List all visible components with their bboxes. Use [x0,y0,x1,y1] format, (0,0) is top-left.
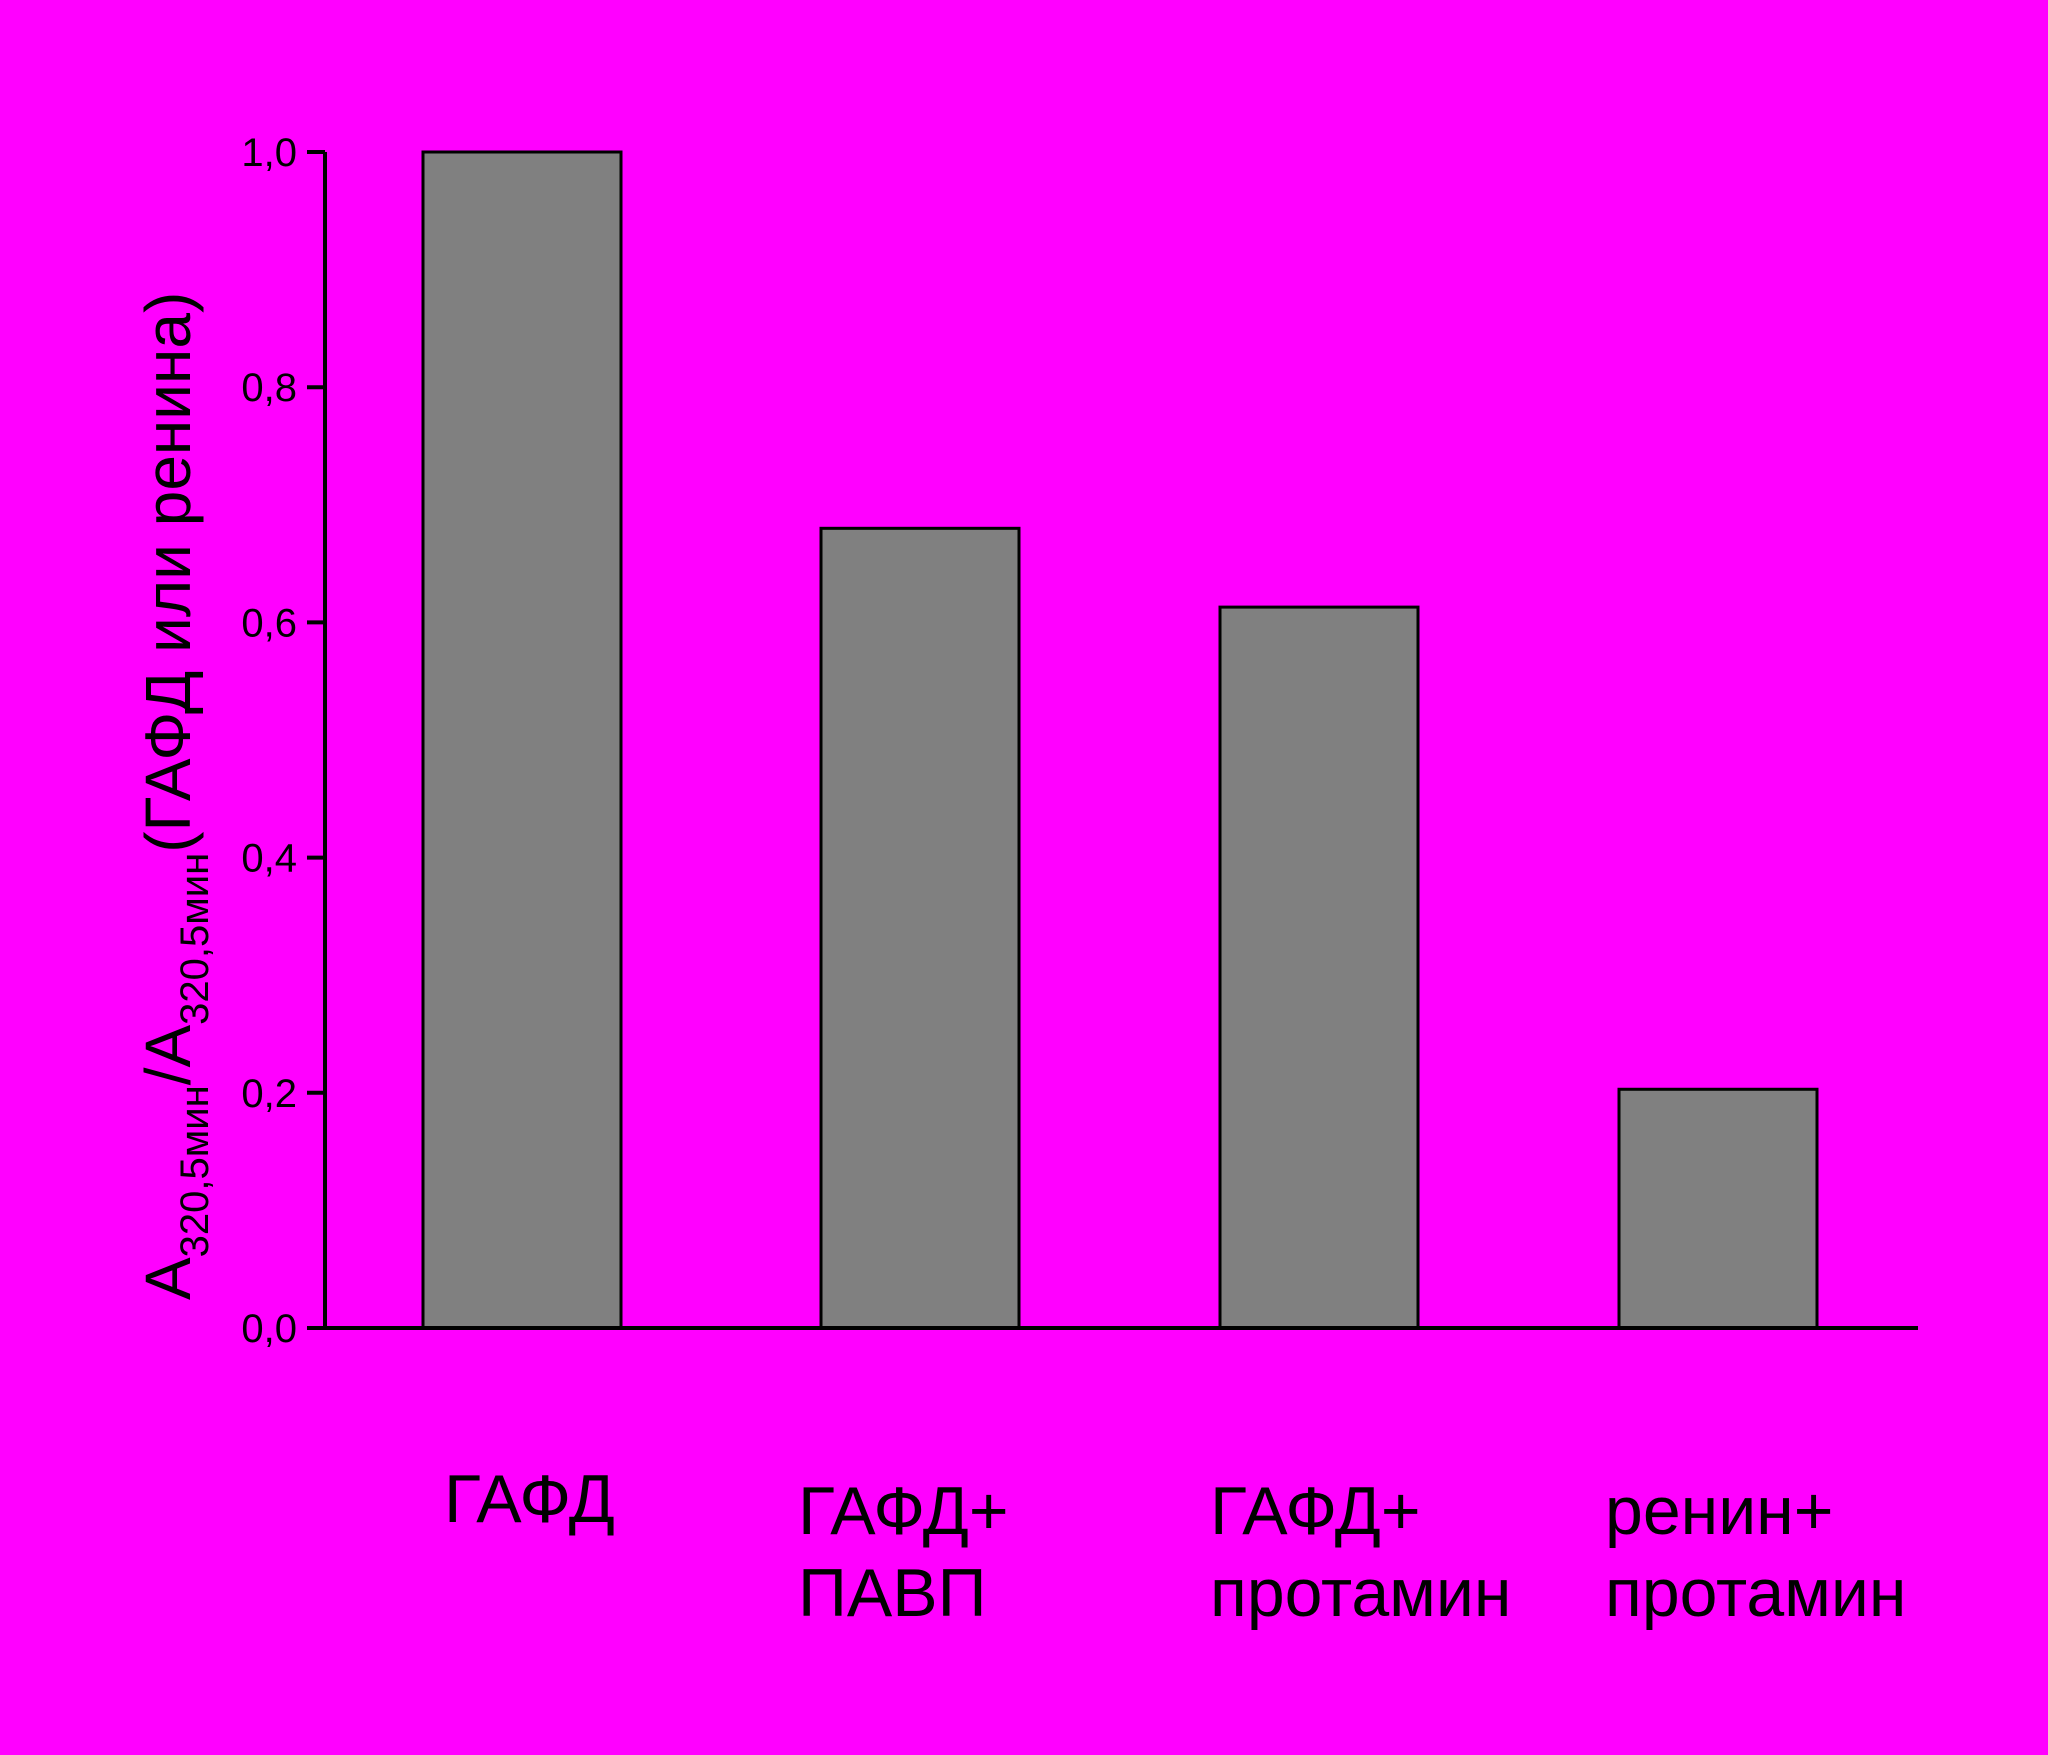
y-tick-label: 0,2 [241,1072,297,1116]
y-tick-label: 0,0 [241,1307,297,1351]
bar [1218,605,1420,1330]
y-tick-label: 0,4 [241,837,297,881]
bar [819,526,1021,1330]
y-ticks-group: 0,0 0,2 0,4 0,6 0,8 1,0 [241,131,325,1351]
bars-group [421,150,1819,1330]
x-category-label: ГАФД+ ПАВП [798,1473,1009,1631]
y-axis-label: A320,5мин/A320,5мин(ГАФД или ренина) [132,292,217,1300]
x-category-label: ГАФД [444,1461,615,1537]
bar [1617,1087,1819,1330]
y-tick-label: 0,8 [241,366,297,410]
x-category-label: ренин+ протамин [1605,1473,1906,1631]
y-tick-label: 0,6 [241,601,297,645]
x-category-label: ГАФД+ протамин [1210,1473,1511,1631]
bar [421,150,623,1330]
y-tick-label: 1,0 [241,131,297,175]
x-labels-group: ГАФД ГАФД+ ПАВП ГАФД+ протамин ренин+ протамин [444,1461,1906,1631]
